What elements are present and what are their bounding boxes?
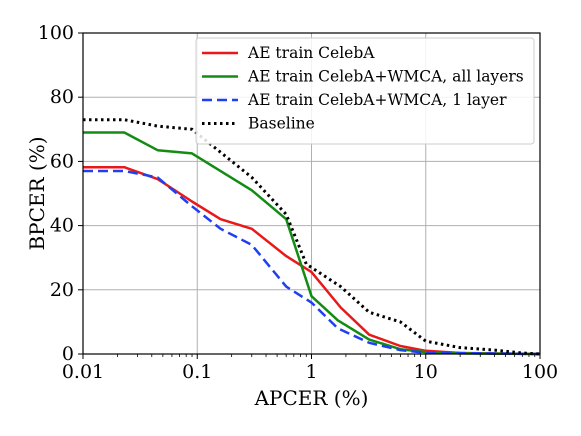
legend: AE train CelebA AE train CelebA+WMCA, all… xyxy=(195,37,535,145)
x-tick-label-4: 100 xyxy=(522,361,558,383)
legend-box xyxy=(195,37,535,145)
legend-label-3: Baseline xyxy=(248,115,315,133)
series-lines xyxy=(83,118,541,356)
x-tick-label-1: 0.1 xyxy=(182,361,212,383)
y-tick-label-4: 80 xyxy=(50,86,74,108)
series-line-2 xyxy=(83,169,541,356)
y-axis-title: BPCER (%) xyxy=(25,136,49,250)
y-tick-label-3: 60 xyxy=(50,150,74,172)
y-tick-label-1: 20 xyxy=(50,279,74,301)
x-axis-title: APCER (%) xyxy=(254,386,369,410)
series-line-1 xyxy=(83,131,541,356)
x-tick-label-0: 0.01 xyxy=(62,361,104,383)
y-tick-label-2: 40 xyxy=(50,215,74,237)
x-tick-label-2: 1 xyxy=(305,361,317,383)
x-tick-label-3: 10 xyxy=(414,361,438,383)
legend-label-2: AE train CelebA+WMCA, 1 layer xyxy=(247,91,507,109)
axis-ticks: 0.01 0.1 1 10 100 0 20 40 60 80 100 xyxy=(38,22,558,383)
legend-label-0: AE train CelebA xyxy=(247,44,375,62)
y-tick-label-5: 100 xyxy=(38,22,74,44)
legend-label-1: AE train CelebA+WMCA, all layers xyxy=(247,68,524,86)
y-tick-label-0: 0 xyxy=(62,343,74,365)
series-line-3 xyxy=(83,118,541,356)
